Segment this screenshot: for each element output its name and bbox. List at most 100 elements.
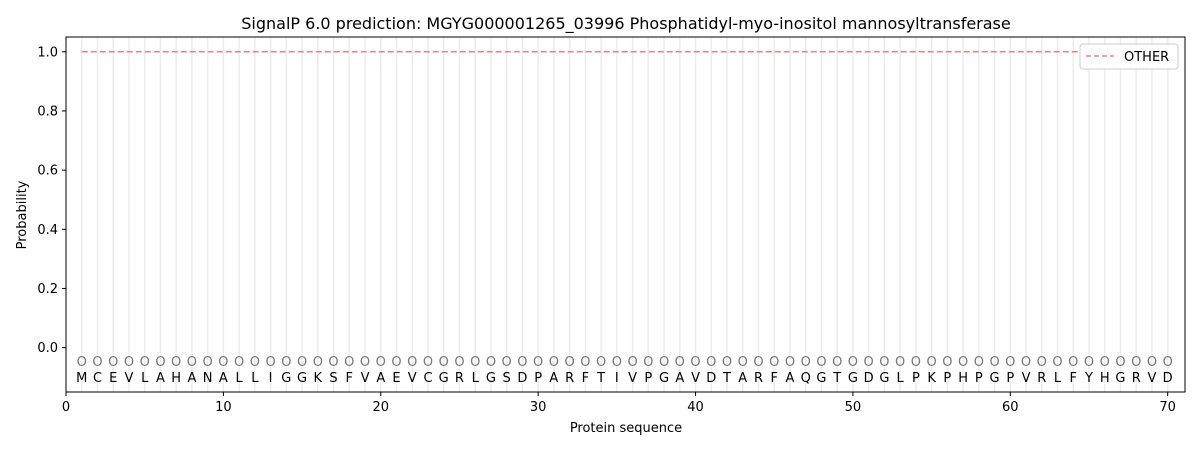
residue-region-label: O	[895, 355, 905, 370]
residue-label: V	[628, 371, 637, 386]
residue-region-label: O	[612, 355, 622, 370]
residue-label: I	[615, 371, 619, 386]
residue-region-label: O	[643, 355, 653, 370]
residue-region-label: O	[596, 355, 606, 370]
residue-label: G	[281, 371, 291, 386]
residue-region-label: O	[989, 355, 999, 370]
residue-region-label: O	[1131, 355, 1141, 370]
residue-label: R	[754, 371, 763, 386]
residue-label: H	[171, 371, 181, 386]
residue-region-label: O	[722, 355, 732, 370]
residue-label: F	[582, 371, 589, 386]
residue-region-label: O	[769, 355, 779, 370]
residue-label: H	[958, 371, 968, 386]
x-tick-label: 20	[372, 400, 389, 415]
residue-region-label: O	[627, 355, 637, 370]
residue-region-label: O	[124, 355, 134, 370]
residue-label: L	[897, 371, 905, 386]
y-tick-label: 0.8	[37, 104, 58, 119]
residue-label: H	[1100, 371, 1110, 386]
residue-region-label: O	[1163, 355, 1173, 370]
residue-label: A	[187, 371, 196, 386]
residue-label: L	[235, 371, 243, 386]
y-tick-label: 0.4	[37, 223, 58, 238]
residue-region-label: O	[1068, 355, 1078, 370]
residue-label: P	[975, 371, 983, 386]
residue-region-label: O	[218, 355, 228, 370]
residue-label: L	[472, 371, 480, 386]
residue-region-label: O	[738, 355, 748, 370]
residue-label: P	[1006, 371, 1014, 386]
residue-label: L	[1054, 371, 1062, 386]
x-axis-label: Protein sequence	[570, 421, 682, 436]
x-tick-label: 50	[845, 400, 862, 415]
residue-label: R	[565, 371, 574, 386]
residue-region-label: O	[108, 355, 118, 370]
residue-region-label: O	[1147, 355, 1157, 370]
x-tick-label: 30	[530, 400, 547, 415]
residue-region-label: O	[911, 355, 921, 370]
residue-label: D	[517, 371, 527, 386]
residue-region-label: O	[171, 355, 181, 370]
residue-label: G	[1115, 371, 1125, 386]
x-tick-label: 70	[1159, 400, 1176, 415]
residue-label: D	[864, 371, 874, 386]
residue-label: S	[503, 371, 511, 386]
residue-region-label: O	[313, 355, 323, 370]
residue-region-label: O	[675, 355, 685, 370]
residue-region-label: O	[203, 355, 213, 370]
residue-region-label: O	[454, 355, 464, 370]
legend: OTHER	[1079, 43, 1179, 70]
residue-label: A	[738, 371, 747, 386]
y-tick-label: 0.0	[37, 341, 58, 356]
residue-region-label: O	[470, 355, 480, 370]
residue-region-label: O	[706, 355, 716, 370]
residue-region-label: O	[187, 355, 197, 370]
residue-label: G	[879, 371, 889, 386]
residue-region-label: O	[879, 355, 889, 370]
residue-label: L	[141, 371, 149, 386]
residue-region-label: O	[1115, 355, 1125, 370]
residue-region-label: O	[77, 355, 87, 370]
residue-region-label: O	[753, 355, 763, 370]
residue-region-label: O	[407, 355, 417, 370]
residue-label: K	[314, 371, 323, 386]
residue-label: F	[346, 371, 353, 386]
residue-region-label: O	[265, 355, 275, 370]
residue-label: A	[786, 371, 795, 386]
residue-region-label: O	[785, 355, 795, 370]
residue-label: P	[534, 371, 542, 386]
residue-label: V	[1022, 371, 1031, 386]
residue-region-label: O	[549, 355, 559, 370]
residue-region-label: O	[1037, 355, 1047, 370]
residue-label: N	[203, 371, 213, 386]
residue-label: M	[76, 371, 87, 386]
residue-region-label: O	[297, 355, 307, 370]
residue-label: V	[691, 371, 700, 386]
residue-region-label: O	[281, 355, 291, 370]
residue-label: G	[659, 371, 669, 386]
residue-label: P	[912, 371, 920, 386]
y-axis-label: Probability	[15, 180, 30, 249]
residue-region-label: O	[376, 355, 386, 370]
residue-region-label: O	[328, 355, 338, 370]
residue-label: R	[1037, 371, 1046, 386]
residue-region-label: O	[250, 355, 260, 370]
residue-region-label: O	[864, 355, 874, 370]
residue-region-label: O	[517, 355, 527, 370]
residue-region-label: O	[1021, 355, 1031, 370]
residue-region-label: O	[391, 355, 401, 370]
residue-region-label: O	[502, 355, 512, 370]
residue-label: A	[219, 371, 228, 386]
residue-label: A	[376, 371, 385, 386]
residue-label: G	[439, 371, 449, 386]
residue-label: V	[408, 371, 417, 386]
y-tick-label: 0.6	[37, 164, 58, 179]
residue-label: C	[423, 371, 432, 386]
residue-label: L	[251, 371, 259, 386]
residue-label: I	[269, 371, 273, 386]
residue-label: A	[675, 371, 684, 386]
residue-label: P	[943, 371, 951, 386]
residue-region-label: O	[974, 355, 984, 370]
